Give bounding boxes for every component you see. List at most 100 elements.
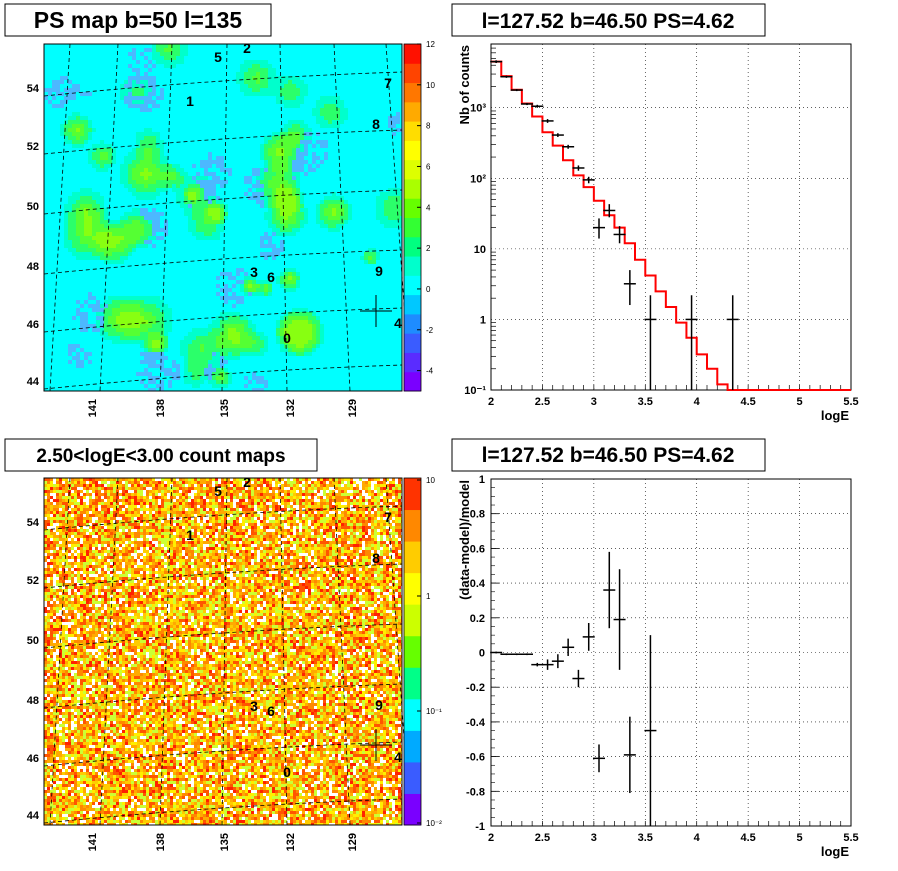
heatmap-cell: [324, 224, 328, 228]
heatmap-cell: [300, 80, 304, 84]
heatmap-cell: [314, 484, 317, 487]
heatmap-cell: [140, 372, 144, 376]
heatmap-cell: [300, 328, 304, 332]
heatmap-cell: [320, 212, 324, 216]
heatmap-cell: [240, 68, 244, 72]
heatmap-cell: [288, 232, 292, 236]
heatmap-cell: [144, 136, 148, 140]
heatmap-cell: [122, 508, 125, 511]
heatmap-cell: [80, 232, 84, 236]
heatmap-cell: [68, 352, 72, 356]
heatmap-cell: [212, 332, 216, 336]
heatmap-cell: [290, 493, 293, 496]
heatmap-cell: [88, 188, 92, 192]
heatmap-cell: [292, 352, 296, 356]
heatmap-cell: [365, 481, 368, 484]
heatmap-cell: [152, 160, 156, 164]
heatmap-cell: [300, 212, 304, 216]
heatmap-cell: [302, 478, 305, 481]
heatmap-cell: [288, 152, 292, 156]
heatmap-cell: [228, 276, 232, 280]
heatmap-cell: [204, 352, 208, 356]
heatmap-cell: [140, 481, 143, 484]
heatmap-cell: [244, 320, 248, 324]
heatmap-cell: [276, 336, 280, 340]
heatmap-cell: [212, 532, 215, 535]
heatmap-cell: [280, 176, 284, 180]
heatmap-cell: [304, 160, 308, 164]
heatmap-cell: [264, 216, 268, 220]
heatmap-cell: [140, 505, 143, 508]
heatmap-cell: [218, 484, 221, 487]
heatmap-cell: [335, 520, 338, 523]
heatmap-cell: [216, 336, 220, 340]
heatmap-cell: [167, 493, 170, 496]
heatmap-cell: [68, 508, 71, 511]
heatmap-cell: [197, 517, 200, 520]
heatmap-cell: [192, 188, 196, 192]
heatmap-cell: [176, 196, 180, 200]
heatmap-cell: [95, 508, 98, 511]
heatmap-cell: [216, 208, 220, 212]
heatmap-cell: [101, 499, 104, 502]
heatmap-cell: [128, 64, 132, 68]
heatmap-cell: [200, 484, 203, 487]
heatmap-cell: [284, 104, 288, 108]
heatmap-cell: [71, 508, 74, 511]
heatmap-cell: [224, 352, 228, 356]
heatmap-cell: [278, 520, 281, 523]
heatmap-cell: [104, 523, 107, 526]
heatmap-cell: [156, 56, 160, 60]
heatmap-cell: [56, 523, 59, 526]
heatmap-cell: [257, 505, 260, 508]
heatmap-cell: [320, 332, 324, 336]
heatmap-cell: [336, 116, 340, 120]
heatmap-cell: [131, 508, 134, 511]
heatmap-cell: [236, 348, 240, 352]
heatmap-cell: [300, 196, 304, 200]
heatmap-cell: [158, 481, 161, 484]
heatmap-cell: [308, 517, 311, 520]
heatmap-cell: [332, 514, 335, 517]
heatmap-cell: [156, 164, 160, 168]
heatmap-cell: [170, 514, 173, 517]
heatmap-cell: [140, 140, 144, 144]
heatmap-cell: [256, 80, 260, 84]
heatmap-cell: [156, 60, 160, 64]
heatmap-cell: [272, 168, 276, 172]
spectrum-y-tick-label: 10: [474, 244, 486, 256]
heatmap-cell: [314, 511, 317, 514]
heatmap-cell: [192, 228, 196, 232]
heatmap-cell: [132, 248, 136, 252]
heatmap-cell: [98, 508, 101, 511]
heatmap-cell: [236, 344, 240, 348]
heatmap-cell: [104, 520, 107, 523]
heatmap-cell: [95, 490, 98, 493]
heatmap-cell: [316, 120, 320, 124]
heatmap-cell: [100, 164, 104, 168]
heatmap-cell: [227, 499, 230, 502]
heatmap-cell: [104, 496, 107, 499]
heatmap-cell: [56, 529, 59, 532]
heatmap-cell: [341, 496, 344, 499]
heatmap-cell: [304, 324, 308, 328]
heatmap-cell: [56, 88, 60, 92]
heatmap-cell: [230, 520, 233, 523]
heatmap-cell: [124, 88, 128, 92]
heatmap-cell: [400, 212, 402, 216]
heatmap-cell: [320, 478, 323, 481]
heatmap-cell: [300, 332, 304, 336]
heatmap-cell: [374, 517, 377, 520]
heatmap-cell: [257, 478, 260, 481]
heatmap-cell: [156, 132, 160, 136]
heatmap-cell: [50, 511, 53, 514]
heatmap-cell: [335, 523, 338, 526]
heatmap-cell: [83, 532, 86, 535]
heatmap-cell: [240, 296, 244, 300]
heatmap-cell: [164, 496, 167, 499]
heatmap-cell: [188, 212, 192, 216]
heatmap-cell: [284, 76, 288, 80]
heatmap-cell: [196, 212, 200, 216]
heatmap-cell: [92, 212, 96, 216]
heatmap-cell: [140, 52, 144, 56]
